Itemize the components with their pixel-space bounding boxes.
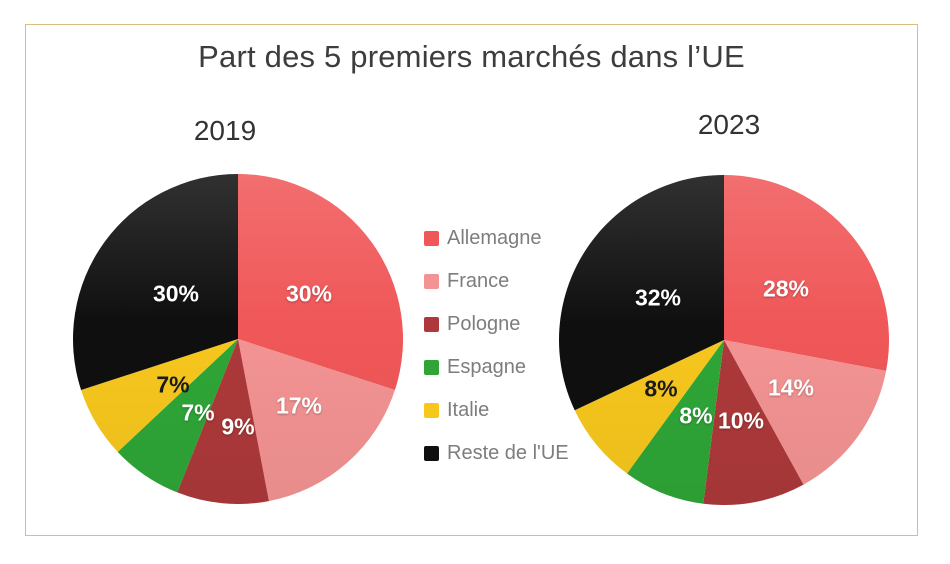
pie-slice-2019-Reste de l'UE	[73, 174, 239, 390]
slice-value-label-2019-Espagne: 7%	[181, 399, 215, 426]
slice-value-label-2019-Allemagne: 30%	[285, 280, 333, 307]
slice-value-label-2023-Allemagne: 28%	[762, 275, 810, 302]
legend-swatch-allemagne	[424, 231, 439, 246]
pie-slice-2019-Allemagne	[238, 174, 403, 390]
legend-label-france: France	[447, 270, 510, 292]
pie-chart-2023: 28% 14% 10% 8% 8% 32%	[559, 175, 889, 505]
legend-swatch-pologne	[424, 317, 439, 332]
slice-value-label-2019-Italie: 7%	[156, 371, 190, 398]
legend-swatch-france	[424, 274, 439, 289]
legend-swatch-espagne	[424, 360, 439, 375]
legend-label-italie: Italie	[447, 399, 490, 421]
legend-item-pologne: Pologne	[424, 313, 569, 336]
slice-value-label-2023-Reste de l'UE: 32%	[634, 284, 682, 311]
slice-value-label-2019-France: 17%	[275, 392, 323, 419]
legend-item-reste-de-l-ue: Reste de l'UE	[424, 442, 569, 465]
legend-label-pologne: Pologne	[447, 313, 521, 335]
pie-slice-2019-France	[238, 339, 395, 502]
legend-item-allemagne: Allemagne	[424, 227, 569, 250]
chart-card: Part des 5 premiers marchés dans l’UE 20…	[25, 24, 918, 536]
legend-swatch-reste-de-l-ue	[424, 446, 439, 461]
legend-item-italie: Italie	[424, 399, 569, 422]
slice-value-label-2023-Espagne: 8%	[679, 402, 713, 429]
slice-value-label-2019-Pologne: 9%	[221, 413, 255, 440]
legend-swatch-italie	[424, 403, 439, 418]
legend-label-allemagne: Allemagne	[447, 227, 542, 249]
slice-value-label-2019-Reste de l'UE: 30%	[152, 280, 200, 307]
pie-svg-2019	[73, 174, 403, 504]
pie-slice-2023-Italie	[574, 340, 724, 474]
pie-chart-2019: 30% 17% 9% 7% 7% 30%	[73, 174, 403, 504]
pie-2023-year-label: 2023	[697, 109, 761, 140]
pie-slice-2019-Italie	[81, 339, 238, 452]
pie-slice-2023-France	[724, 340, 887, 485]
legend: Allemagne France Pologne Espagne Italie …	[424, 227, 569, 465]
legend-item-espagne: Espagne	[424, 356, 569, 379]
pie-slice-2019-Espagne	[117, 339, 238, 493]
pie-slice-2023-Pologne	[703, 340, 804, 505]
legend-label-reste-de-l-ue: Reste de l'UE	[447, 442, 569, 464]
slice-value-label-2023-Italie: 8%	[644, 375, 678, 402]
slice-value-label-2023-France: 14%	[767, 374, 815, 401]
pie-2019-year-label: 2019	[193, 115, 257, 146]
pie-slice-2023-Reste de l'UE	[559, 175, 724, 411]
pie-svg-2023	[559, 175, 889, 505]
legend-label-espagne: Espagne	[447, 356, 526, 378]
pie-slice-2023-Espagne	[627, 340, 724, 504]
chart-title: Part des 5 premiers marchés dans l’UE	[198, 39, 745, 74]
legend-item-france: France	[424, 270, 569, 293]
pie-slice-2023-Allemagne	[724, 175, 889, 371]
pie-slice-2019-Pologne	[177, 339, 269, 504]
slice-value-label-2023-Pologne: 10%	[717, 407, 765, 434]
